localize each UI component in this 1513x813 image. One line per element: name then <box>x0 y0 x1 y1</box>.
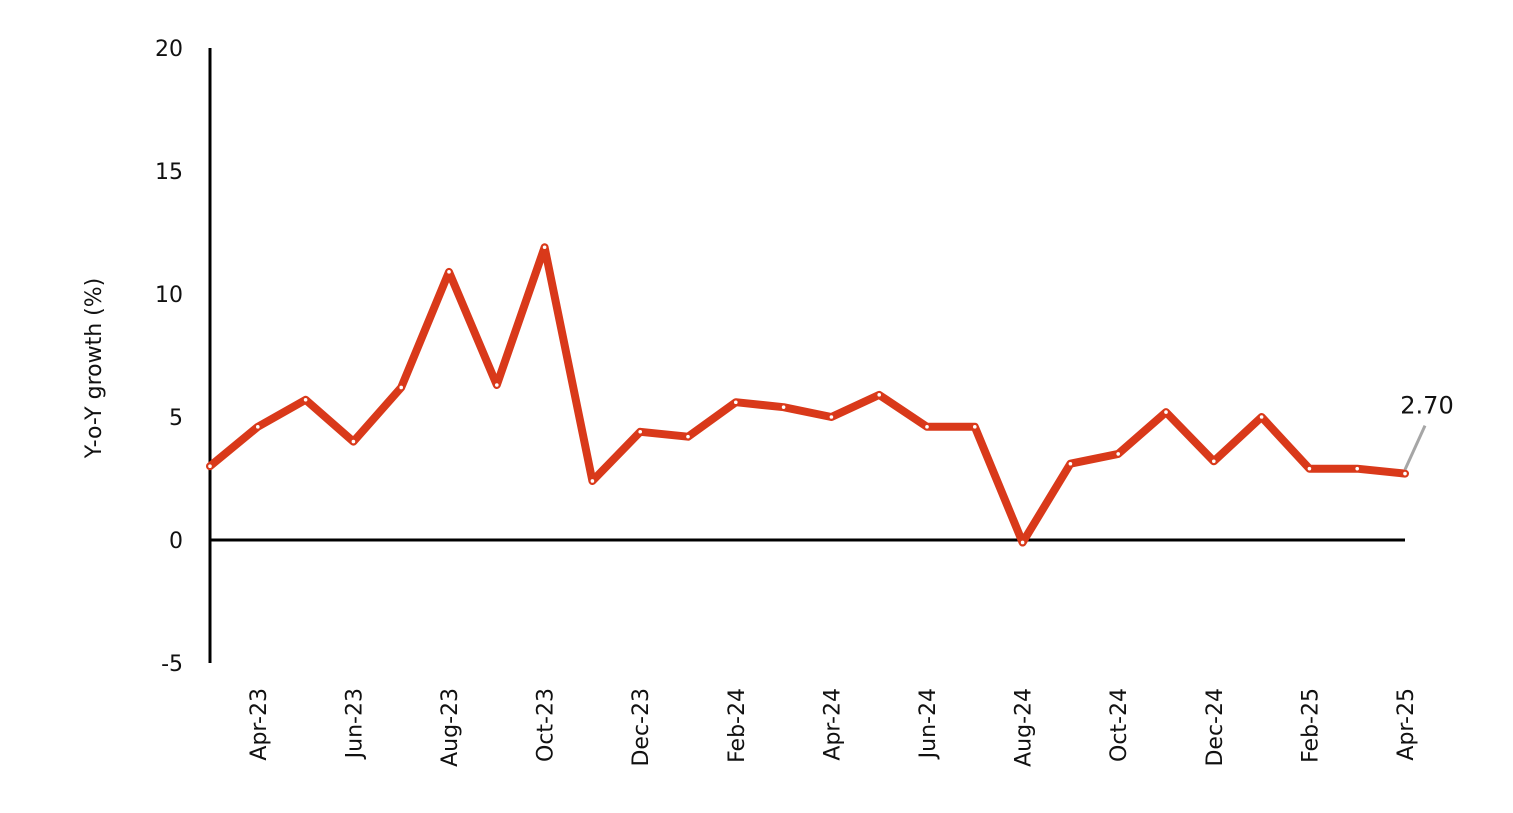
x-tick-label: Apr-23 <box>247 688 272 761</box>
data-point <box>399 385 404 390</box>
y-tick-label: 10 <box>155 283 183 308</box>
data-point <box>303 397 308 402</box>
data-point <box>781 405 786 409</box>
data-point <box>1259 415 1264 419</box>
data-point <box>447 270 451 274</box>
series-points <box>208 245 1407 545</box>
data-point <box>255 425 260 429</box>
y-tick-label: 0 <box>169 529 183 554</box>
x-tick-label: Oct-24 <box>1107 688 1132 762</box>
x-tick-label: Aug-23 <box>438 688 463 767</box>
data-point <box>1116 452 1120 456</box>
data-point <box>1164 410 1168 414</box>
x-tick-label: Dec-23 <box>629 688 654 767</box>
data-point <box>1020 540 1025 545</box>
x-tick-label: Aug-24 <box>1012 688 1037 767</box>
y-tick-label: 15 <box>155 160 183 185</box>
data-point <box>1355 466 1359 471</box>
x-tick-label: Jun-24 <box>916 688 941 760</box>
x-tick-label: Jun-23 <box>342 688 367 760</box>
y-axis-ticks: -5 0 5 10 15 20 <box>155 37 183 677</box>
y-axis-label: Y-o-Y growth (%) <box>82 278 107 459</box>
data-point <box>351 439 356 444</box>
data-point <box>829 415 834 419</box>
x-tick-label: Apr-25 <box>1394 688 1419 761</box>
data-point <box>1307 466 1312 471</box>
series-line <box>206 243 1409 547</box>
data-point <box>1212 459 1216 464</box>
data-point <box>638 429 642 434</box>
data-point <box>590 479 595 483</box>
data-point <box>973 425 977 429</box>
x-tick-label: Feb-24 <box>725 688 750 763</box>
annotation-leader-line <box>1403 424 1427 471</box>
y-tick-label: -5 <box>161 652 183 677</box>
y-tick-label: 20 <box>155 37 183 62</box>
x-tick-label: Apr-24 <box>820 688 845 761</box>
annotation-label: 2.70 <box>1400 392 1453 420</box>
data-point <box>734 400 738 405</box>
x-axis-ticks: Apr-23 Jun-23 Aug-23 Oct-23 Dec-23 Feb-24 Apr-… <box>247 688 1419 767</box>
data-point <box>1403 471 1407 476</box>
x-tick-label: Oct-23 <box>534 688 559 762</box>
data-point <box>1068 461 1073 466</box>
x-tick-label: Dec-24 <box>1203 688 1228 767</box>
data-point <box>542 245 547 250</box>
data-point <box>208 464 212 469</box>
data-point <box>495 383 499 387</box>
data-point <box>877 393 881 397</box>
x-tick-label: Feb-25 <box>1298 688 1323 763</box>
data-point <box>925 425 929 429</box>
y-tick-label: 5 <box>169 406 183 431</box>
data-point <box>686 434 690 439</box>
